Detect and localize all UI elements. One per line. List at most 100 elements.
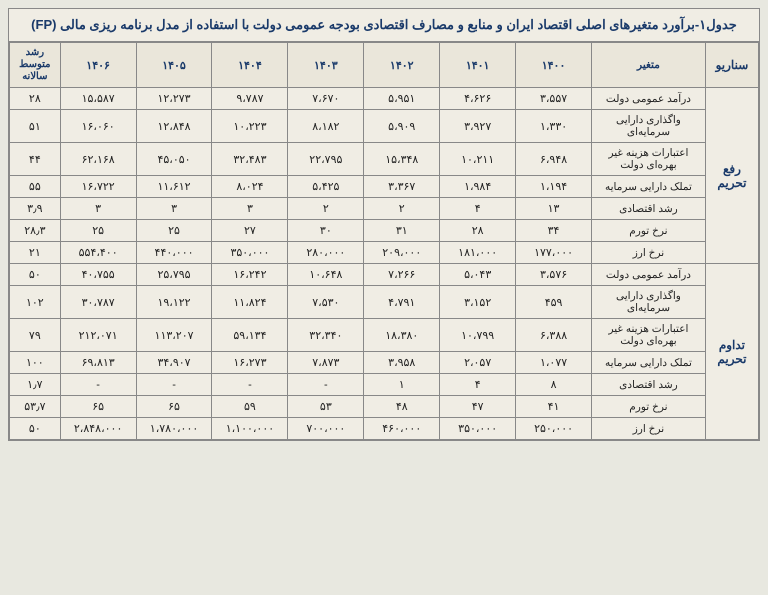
variable-label: نرخ ارز	[592, 418, 706, 440]
value-cell: ۸،۱۸۲	[288, 110, 364, 143]
value-cell: ۱۵،۳۴۸	[364, 143, 440, 176]
growth-cell: ۵۳٫۷	[10, 396, 61, 418]
value-cell: ۲،۰۵۷	[440, 352, 516, 374]
value-cell: ۱۱،۸۲۴	[212, 286, 288, 319]
value-cell: ۲۸۰،۰۰۰	[288, 242, 364, 264]
value-cell: ۳	[212, 198, 288, 220]
value-cell: ۳	[60, 198, 136, 220]
col-year-3: ۱۴۰۳	[288, 43, 364, 88]
col-year-2: ۱۴۰۲	[364, 43, 440, 88]
table-row: نرخ ارز۱۷۷،۰۰۰۱۸۱،۰۰۰۲۰۹،۰۰۰۲۸۰،۰۰۰۳۵۰،۰…	[10, 242, 759, 264]
col-year-1: ۱۴۰۱	[440, 43, 516, 88]
value-cell: ۲۵،۷۹۵	[136, 264, 212, 286]
value-cell: ۱،۱۹۴	[516, 176, 592, 198]
value-cell: ۱۶،۲۷۳	[212, 352, 288, 374]
value-cell: ۱،۷۸۰،۰۰۰	[136, 418, 212, 440]
table-row: واگذاری دارایی سرمایه‌ای۴۵۹۳،۱۵۲۴،۷۹۱۷،۵…	[10, 286, 759, 319]
value-cell: ۱۰،۲۱۱	[440, 143, 516, 176]
variable-label: اعتبارات هزینه غیر بهره‌ای دولت	[592, 319, 706, 352]
value-cell: ۲۸	[440, 220, 516, 242]
scenario-label: تداوم تحریم	[705, 264, 758, 440]
value-cell: ۳۵۰،۰۰۰	[212, 242, 288, 264]
value-cell: ۳	[136, 198, 212, 220]
value-cell: ۱۹،۱۲۲	[136, 286, 212, 319]
table-body: رفع تحریمدرآمد عمومی دولت۳،۵۵۷۴،۶۲۶۵،۹۵۱…	[10, 88, 759, 440]
value-cell: ۲	[288, 198, 364, 220]
value-cell: ۱۶،۰۶۰	[60, 110, 136, 143]
variable-label: تملک دارایی سرمایه	[592, 176, 706, 198]
variable-label: رشد اقتصادی	[592, 198, 706, 220]
growth-cell: ۵۵	[10, 176, 61, 198]
value-cell: ۵۳	[288, 396, 364, 418]
value-cell: ۱،۰۷۷	[516, 352, 592, 374]
growth-cell: ۲۱	[10, 242, 61, 264]
table-row: رشد اقتصادی۸۴۱----۱٫۷	[10, 374, 759, 396]
variable-label: اعتبارات هزینه غیر بهره‌ای دولت	[592, 143, 706, 176]
value-cell: ۴۰،۷۵۵	[60, 264, 136, 286]
value-cell: ۳۵۰،۰۰۰	[440, 418, 516, 440]
value-cell: ۱۰،۷۹۹	[440, 319, 516, 352]
value-cell: ۱۸،۳۸۰	[364, 319, 440, 352]
col-year-0: ۱۴۰۰	[516, 43, 592, 88]
table-title: جدول۱-برآورد متغیرهای اصلی اقتصاد ایران …	[9, 9, 759, 42]
value-cell: ۶،۹۴۸	[516, 143, 592, 176]
value-cell: ۱۱،۶۱۲	[136, 176, 212, 198]
value-cell: ۳۲،۳۴۰	[288, 319, 364, 352]
value-cell: ۵،۰۴۳	[440, 264, 516, 286]
value-cell: ۲۵	[60, 220, 136, 242]
value-cell: ۳،۱۵۲	[440, 286, 516, 319]
value-cell: ۴۷	[440, 396, 516, 418]
value-cell: ۱۶،۷۲۲	[60, 176, 136, 198]
value-cell: ۴	[440, 374, 516, 396]
table-row: نرخ تورم۳۴۲۸۳۱۳۰۲۷۲۵۲۵۲۸٫۳	[10, 220, 759, 242]
growth-cell: ۴۴	[10, 143, 61, 176]
value-cell: ۵،۴۲۵	[288, 176, 364, 198]
growth-cell: ۱٫۷	[10, 374, 61, 396]
growth-cell: ۱۰۲	[10, 286, 61, 319]
value-cell: ۵۵۴،۴۰۰	[60, 242, 136, 264]
value-cell: ۲،۸۴۸،۰۰۰	[60, 418, 136, 440]
table-container: جدول۱-برآورد متغیرهای اصلی اقتصاد ایران …	[8, 8, 760, 441]
value-cell: -	[288, 374, 364, 396]
table-row: رفع تحریمدرآمد عمومی دولت۳،۵۵۷۴،۶۲۶۵،۹۵۱…	[10, 88, 759, 110]
value-cell: ۳۰	[288, 220, 364, 242]
value-cell: ۳۰،۷۸۷	[60, 286, 136, 319]
col-growth: رشد متوسط سالانه	[10, 43, 61, 88]
growth-cell: ۵۱	[10, 110, 61, 143]
growth-cell: ۵۰	[10, 264, 61, 286]
growth-cell: ۳٫۹	[10, 198, 61, 220]
col-year-4: ۱۴۰۴	[212, 43, 288, 88]
value-cell: ۱،۳۳۰	[516, 110, 592, 143]
value-cell: ۷،۲۶۶	[364, 264, 440, 286]
value-cell: -	[212, 374, 288, 396]
variable-label: نرخ تورم	[592, 396, 706, 418]
value-cell: ۷۰۰،۰۰۰	[288, 418, 364, 440]
value-cell: ۳،۵۷۶	[516, 264, 592, 286]
table-row: تملک دارایی سرمایه۱،۱۹۴۱،۹۸۴۳،۳۶۷۵،۴۲۵۸،…	[10, 176, 759, 198]
table-row: نرخ ارز۲۵۰،۰۰۰۳۵۰،۰۰۰۴۶۰،۰۰۰۷۰۰،۰۰۰۱،۱۰۰…	[10, 418, 759, 440]
value-cell: ۸	[516, 374, 592, 396]
value-cell: ۳،۹۲۷	[440, 110, 516, 143]
value-cell: ۱	[364, 374, 440, 396]
value-cell: ۷،۶۷۰	[288, 88, 364, 110]
value-cell: ۶،۳۸۸	[516, 319, 592, 352]
variable-label: تملک دارایی سرمایه	[592, 352, 706, 374]
table-row: نرخ تورم۴۱۴۷۴۸۵۳۵۹۶۵۶۵۵۳٫۷	[10, 396, 759, 418]
table-row: اعتبارات هزینه غیر بهره‌ای دولت۶،۹۴۸۱۰،۲…	[10, 143, 759, 176]
value-cell: ۳۱	[364, 220, 440, 242]
value-cell: ۲۲،۷۹۵	[288, 143, 364, 176]
variable-label: درآمد عمومی دولت	[592, 88, 706, 110]
value-cell: ۲	[364, 198, 440, 220]
value-cell: -	[136, 374, 212, 396]
table-row: تداوم تحریمدرآمد عمومی دولت۳،۵۷۶۵،۰۴۳۷،۲…	[10, 264, 759, 286]
variable-label: درآمد عمومی دولت	[592, 264, 706, 286]
growth-cell: ۷۹	[10, 319, 61, 352]
variable-label: رشد اقتصادی	[592, 374, 706, 396]
growth-cell: ۵۰	[10, 418, 61, 440]
value-cell: ۵۹	[212, 396, 288, 418]
value-cell: ۷،۵۳۰	[288, 286, 364, 319]
value-cell: ۱۶،۲۴۲	[212, 264, 288, 286]
value-cell: ۵،۹۵۱	[364, 88, 440, 110]
value-cell: ۱۲،۸۴۸	[136, 110, 212, 143]
value-cell: ۹،۷۸۷	[212, 88, 288, 110]
